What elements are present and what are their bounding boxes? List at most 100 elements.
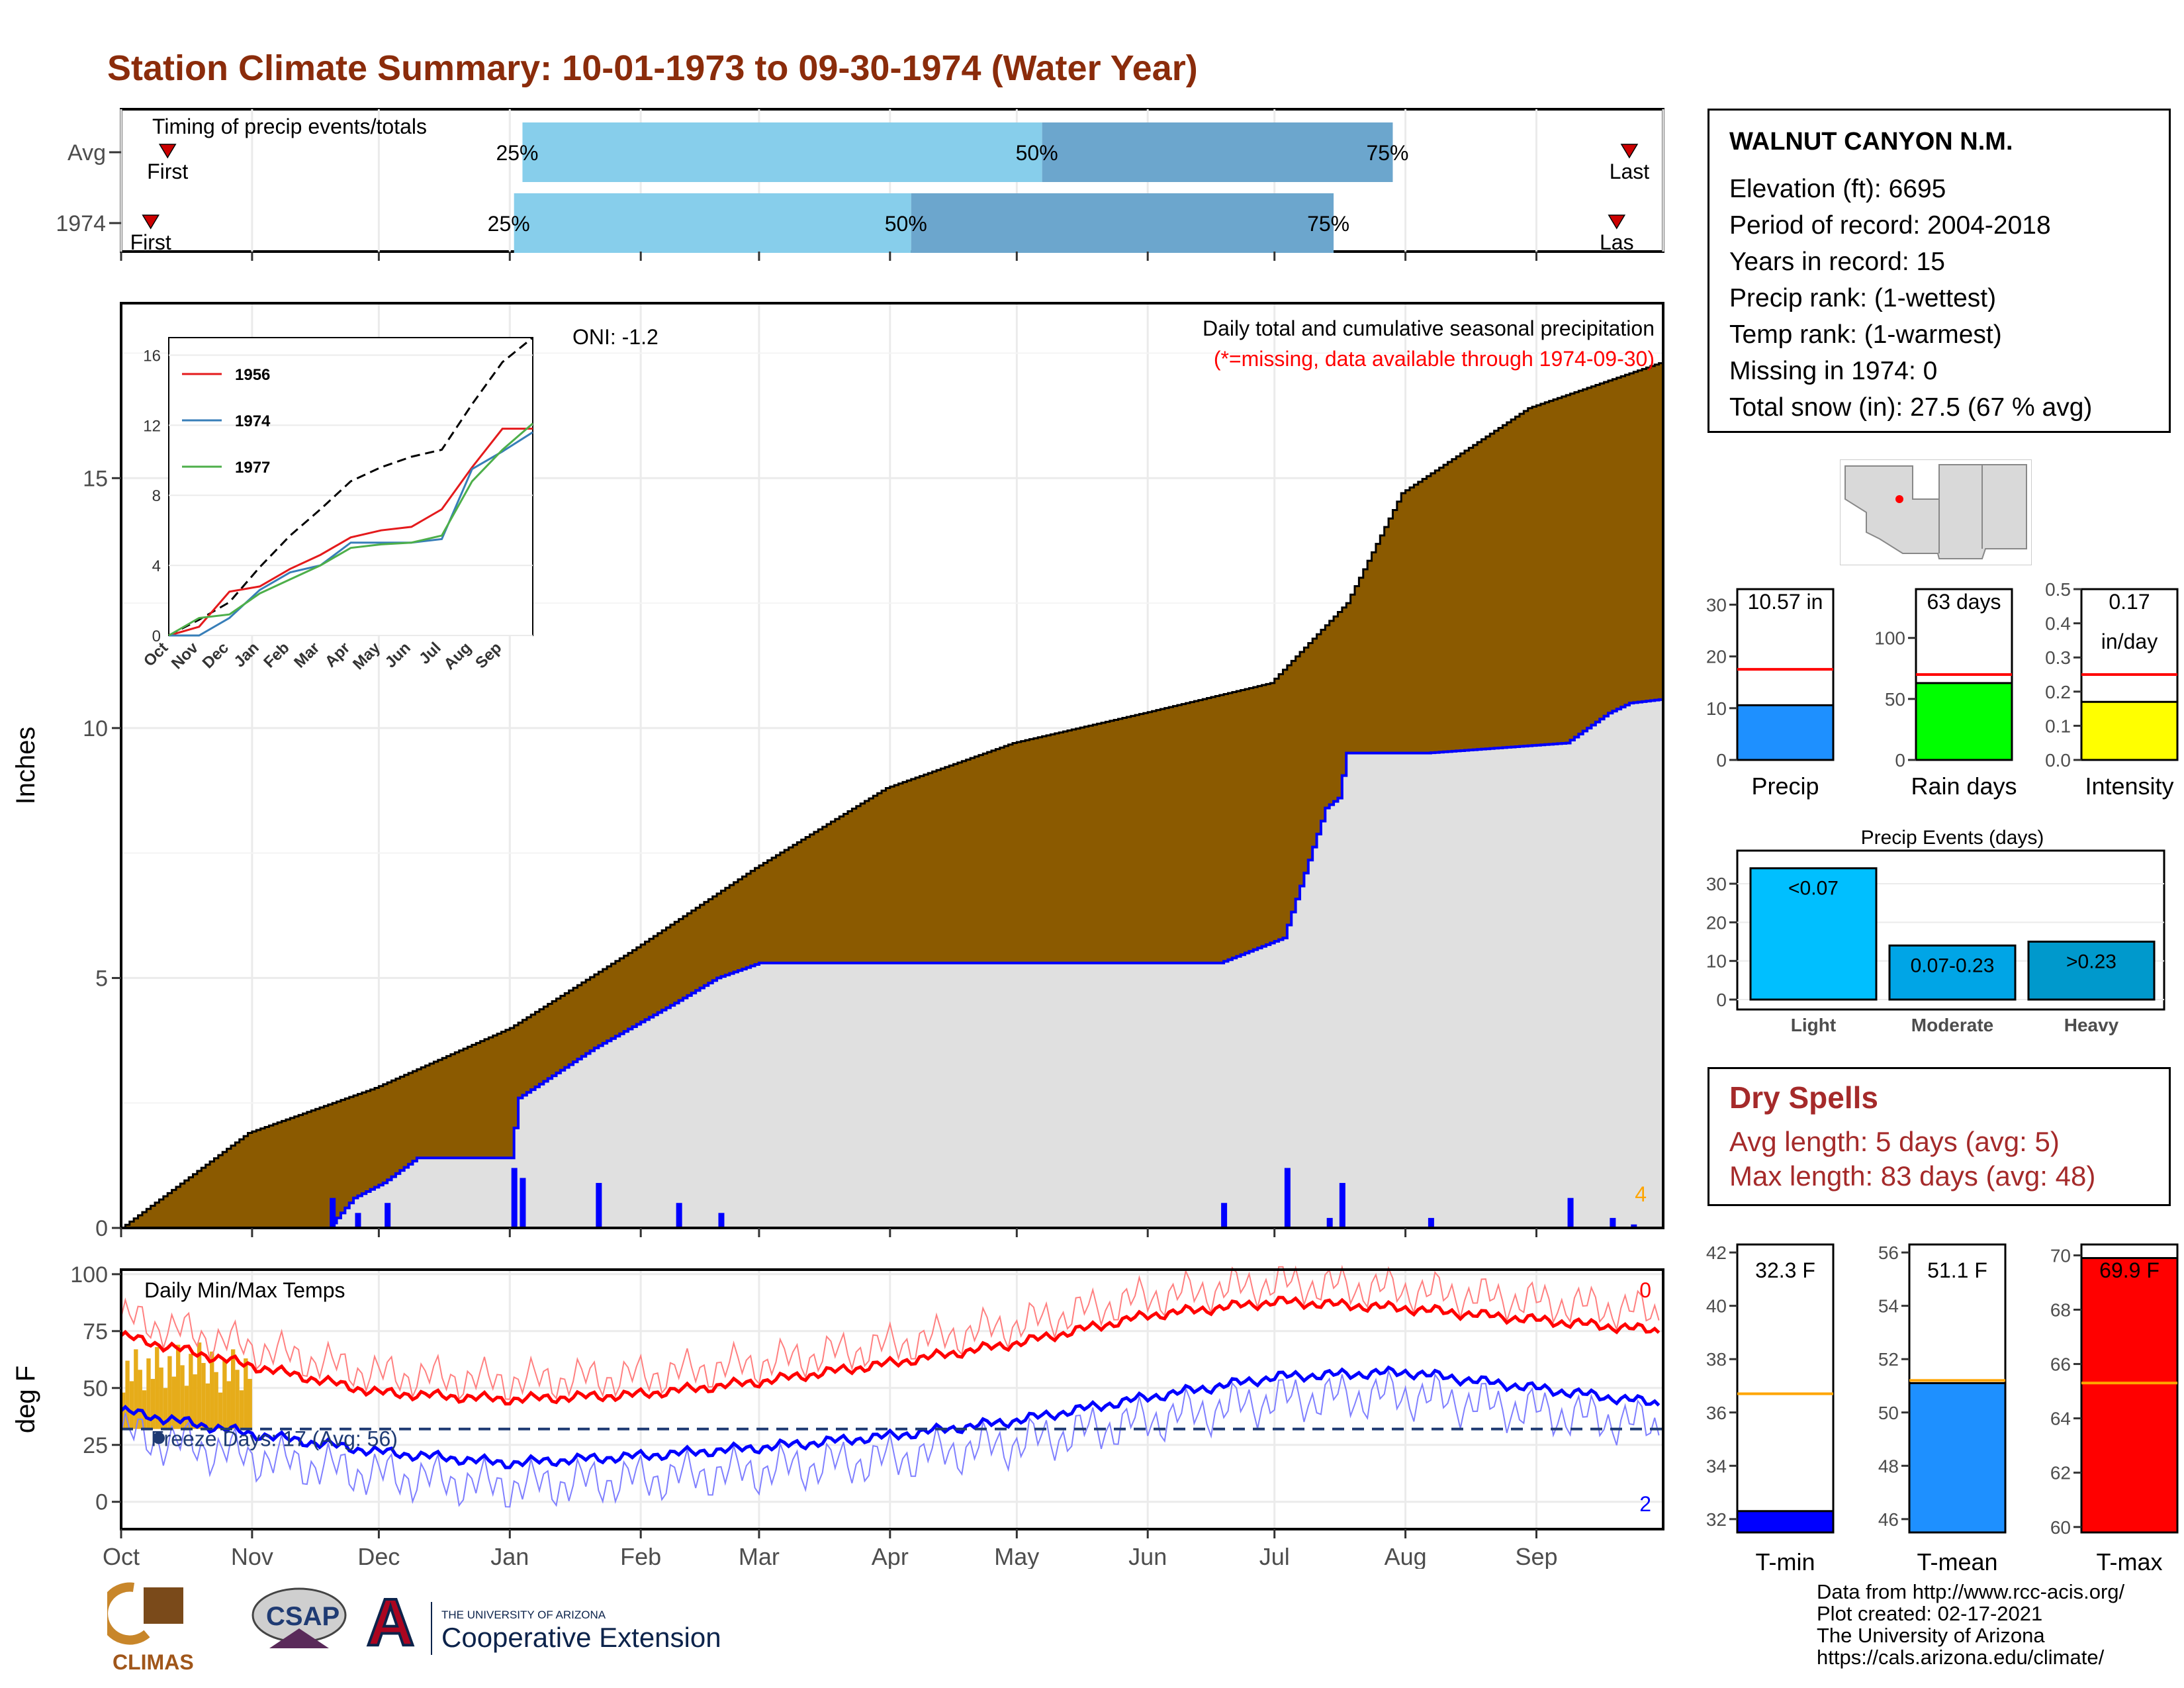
timing-row-label: Avg (68, 140, 106, 165)
freeze-bar (184, 1385, 189, 1429)
rain_days-bar (1915, 682, 2013, 761)
freeze-bar (230, 1349, 236, 1429)
main-y-tick-label: 0 (95, 1216, 108, 1241)
daily-precip-bar (1428, 1217, 1434, 1228)
precip-value: 10.57 in (1748, 590, 1823, 614)
tmin-label: T-min (1756, 1548, 1815, 1575)
logos: CLIMAS CSAP A THE UNIVERSITY OF ARIZONA … (107, 1582, 721, 1674)
tmean-value: 51.1 F (1927, 1258, 1987, 1282)
freeze-bar (193, 1374, 197, 1429)
timing-p50: 50% (1016, 141, 1058, 165)
footer-university: The University of Arizona (1817, 1624, 2045, 1647)
freeze-bar (167, 1356, 172, 1429)
precip-tick-label: 10 (1706, 698, 1727, 719)
first-label: First (147, 160, 188, 183)
tmax-tick-label: 62 (2050, 1463, 2071, 1483)
events-bar-label: Heavy (2064, 1015, 2119, 1035)
month-label: Dec (357, 1543, 400, 1569)
daily-precip-bar (355, 1213, 361, 1228)
intensity-unit: in/day (2101, 630, 2158, 653)
freeze-bar (142, 1390, 147, 1429)
intensity-label: Intensity (2085, 773, 2173, 800)
daily-precip-bar (520, 1178, 526, 1228)
temp-y-tick-label: 0 (95, 1490, 108, 1515)
events-bar (1888, 944, 2017, 1001)
timing-p25: 25% (496, 141, 538, 165)
ua-big-text: Cooperative Extension (441, 1622, 721, 1653)
daily-precip-bar (718, 1213, 725, 1228)
freeze-bar (138, 1370, 142, 1429)
timing-p75: 75% (1307, 212, 1349, 236)
csap-logo: CSAP (251, 1587, 347, 1648)
station-name: WALNUT CANYON N.M. (1729, 128, 2013, 156)
tmin-tick-label: 34 (1706, 1456, 1727, 1476)
footer: Data from http://www.rcc-acis.org/ Plot … (1817, 1581, 2124, 1668)
events-bar (2027, 941, 2156, 1001)
station-precip-rank: Precip rank: (1-wettest) (1729, 284, 1997, 312)
freeze-bar (129, 1381, 134, 1429)
rain_days-tick-label: 100 (1874, 628, 1905, 649)
precip-chart: 0 5 10 15 Inches ONI: -1.2 Daily total and cum… (11, 302, 1664, 1241)
inset-legend-label: 1974 (235, 412, 271, 430)
month-label: Aug (1385, 1543, 1427, 1569)
footer-url: https://cals.arizona.edu/climate/ (1817, 1646, 2105, 1669)
tmean-tick-label: 56 (1878, 1243, 1899, 1263)
inset-y-tick-label: 16 (143, 347, 161, 365)
last-label: Las (1600, 230, 1634, 254)
events-tick-label: 10 (1706, 951, 1727, 972)
svg-text:A: A (367, 1585, 414, 1660)
freeze-bar (180, 1365, 185, 1429)
month-label: Sep (1515, 1543, 1557, 1569)
tmean-bar (1908, 1382, 2007, 1534)
temp-y-tick-label: 25 (83, 1433, 108, 1458)
tmean-label: T-mean (1917, 1548, 1997, 1575)
last-marker (1608, 214, 1626, 230)
timing-bar-25-50 (522, 122, 1042, 182)
tmax-count-label: 0 (1639, 1278, 1651, 1302)
rain_days-label: Rain days (1911, 773, 2017, 800)
month-label: Mar (739, 1543, 780, 1569)
tmax-tick-label: 66 (2050, 1354, 2071, 1375)
tmean-tick-label: 48 (1878, 1456, 1899, 1476)
station-snow: Total snow (in): 27.5 (67 % avg) (1729, 393, 2093, 422)
daily-precip-bar (385, 1203, 391, 1228)
freeze-bar (201, 1362, 206, 1429)
climas-text: CLIMAS (113, 1650, 194, 1674)
station-info: WALNUT CANYON N.M. Elevation (ft): 6695 … (1707, 109, 2171, 433)
timing-bar-50-75 (911, 193, 1334, 253)
month-label: May (994, 1543, 1039, 1569)
freeze-bar (248, 1379, 252, 1429)
events-bar-text: <0.07 (1788, 878, 1839, 900)
intensity-tick-label: 0.1 (2045, 716, 2071, 736)
freeze-bar (210, 1351, 214, 1429)
intensity-tick-label: 0.0 (2045, 750, 2071, 771)
freeze-bar (163, 1387, 168, 1429)
station-temp-rank: Temp rank: (1-warmest) (1729, 320, 2002, 349)
main-note-missing: (*=missing, data available through 1974-… (1214, 347, 1655, 371)
temp-y-tick-label: 100 (70, 1262, 108, 1288)
freeze-bar (239, 1390, 244, 1429)
tmin-tick-label: 40 (1706, 1296, 1727, 1317)
intensity-tick-label: 0.5 (2045, 579, 2071, 600)
dry-spells-max: Max length: 83 days (avg: 48) (1729, 1160, 2096, 1192)
inset-y-tick-label: 4 (152, 557, 161, 575)
footer-created: Plot created: 02-17-2021 (1817, 1602, 2043, 1625)
first-marker (158, 144, 177, 159)
freeze-days-label: Freeze Days: 17 (Avg: 56) (151, 1427, 398, 1450)
rain_days-tick-label: 50 (1885, 689, 1905, 710)
inset-legend-label: 1956 (235, 366, 270, 384)
temp-panel-label: Daily Min/Max Temps (144, 1278, 345, 1302)
tmax-tick-label: 64 (2050, 1409, 2071, 1429)
tmin-count-label: 2 (1639, 1492, 1651, 1516)
tmean-tick-label: 52 (1878, 1349, 1899, 1370)
main-y-tick-label: 10 (83, 716, 108, 741)
climas-logo: CLIMAS (107, 1582, 194, 1674)
timing-p50: 50% (885, 212, 927, 236)
freeze-bar (134, 1349, 138, 1429)
first-label: First (130, 230, 171, 254)
events-tick-label: 30 (1706, 874, 1727, 894)
daily-precip-bar (676, 1203, 682, 1228)
inset-avg-line (168, 336, 533, 637)
tmax-normal-line (120, 1295, 1661, 1406)
station-years: Years in record: 15 (1729, 248, 1945, 276)
